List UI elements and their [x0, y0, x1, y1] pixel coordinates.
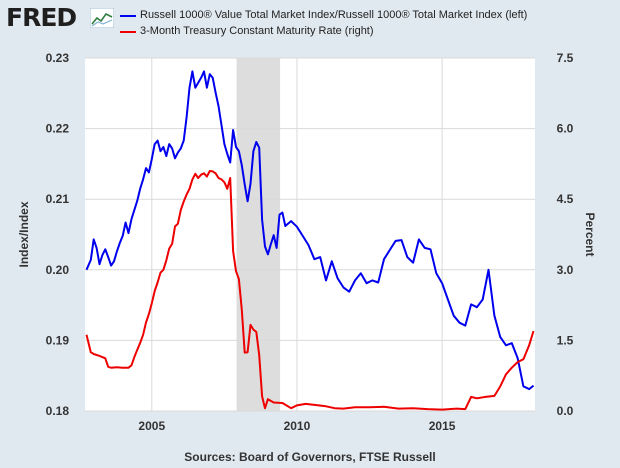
x-tick-label: 2015 — [429, 419, 456, 433]
x-tick-label: 2005 — [138, 419, 165, 433]
y-tick-label-left: 0.18 — [46, 404, 70, 418]
legend-label-russell-ratio: Russell 1000® Value Total Market Index/R… — [140, 9, 528, 21]
series-line-treasury-rate — [85, 170, 535, 411]
chart-area[interactable]: 0.18 0.0 0.19 1.5 0.20 3.0 0.21 4.5 0.22 6.0 0.23 7… — [0, 0, 620, 450]
mini-chart-icon — [90, 8, 114, 28]
plot-background — [85, 58, 535, 411]
y-tick-label-left: 0.19 — [46, 333, 70, 347]
y-tick-label-left: 0.20 — [46, 263, 70, 277]
y-axis-label-left: Index/Index — [17, 201, 31, 267]
legend-swatch-red — [120, 31, 136, 33]
y-tick-label-right: 6.0 — [557, 122, 574, 136]
y-tick-label-left: 0.23 — [46, 51, 70, 65]
fred-logo-text: FRED — [6, 3, 77, 32]
fred-logo[interactable]: FRED — [6, 4, 116, 34]
y-tick-label-right: 7.5 — [557, 51, 574, 65]
y-tick-label-right: 4.5 — [557, 192, 574, 206]
y-tick-label-left: 0.22 — [46, 122, 70, 136]
source-note: Sources: Board of Governors, FTSE Russel… — [184, 450, 436, 464]
y-tick-label-right: 1.5 — [557, 333, 574, 347]
y-axis-label-right: Percent — [583, 212, 597, 256]
legend-label-treasury-rate: 3-Month Treasury Constant Maturity Rate … — [140, 25, 374, 37]
y-tick-label-right: 0.0 — [557, 404, 574, 418]
y-tick-label-right: 3.0 — [557, 263, 574, 277]
x-tick-label: 2010 — [284, 419, 311, 433]
series-line-russell-ratio — [85, 70, 535, 391]
legend-swatch-blue — [120, 15, 136, 17]
y-tick-label-left: 0.21 — [46, 192, 70, 206]
